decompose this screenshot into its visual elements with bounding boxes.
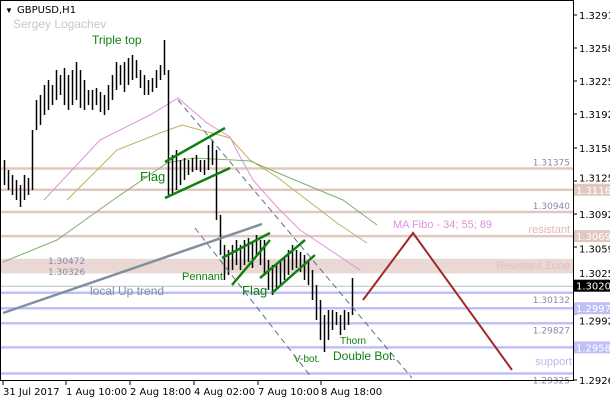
y-axis: 1.32910 1.32580 1.32250 1.31920 1.31580 1.312… — [573, 11, 610, 387]
annotation-thorn: Thorn — [340, 336, 366, 347]
y-tick-label: 1.30590 — [579, 245, 610, 256]
current-price-badge — [574, 279, 610, 292]
y-tick-label: 1.30920 — [579, 210, 610, 221]
axis-price-badges: 1.31162 1.30699 1.29978 1.29586 1.30203 — [574, 183, 610, 354]
y-tick-label: 1.29260 — [579, 376, 610, 387]
level-label: 1.31375 — [533, 159, 570, 169]
resistant-zone — [1, 258, 573, 274]
flag1-lower-line[interactable] — [164, 166, 231, 200]
price-badge-label: 1.29978 — [576, 304, 610, 315]
x-tick-label: 1 Aug 10:00 — [66, 387, 127, 398]
forecast-line[interactable] — [362, 231, 513, 371]
annotation-flag-2: Flag — [242, 283, 267, 298]
moving-average-line — [2, 157, 378, 263]
x-tick-label: 2 Aug 18:00 — [130, 387, 191, 398]
resistant-label: resistant — [528, 224, 570, 236]
y-tick-label: 1.32910 — [579, 11, 610, 22]
price-levels: 1.31375 1.30940 1.30132 1.29827 1.29325 — [1, 159, 573, 387]
flag2-upper-line[interactable] — [259, 239, 306, 279]
price-bars — [3, 40, 354, 352]
channel-lower-line[interactable] — [194, 227, 313, 379]
resistant-zone-label: Resistant Zone — [496, 260, 570, 272]
annotation-pennant: Pennant — [182, 271, 223, 283]
dropdown-arrow-icon[interactable]: ▼ — [5, 6, 13, 15]
flag1-upper-line[interactable] — [164, 126, 226, 164]
price-badge — [574, 183, 610, 196]
support-label: support — [535, 356, 572, 368]
y-tick-label: 1.31920 — [579, 110, 610, 121]
local-up-trend-line[interactable] — [2, 222, 263, 315]
annotation-double-bottom: Double Bot. — [333, 349, 396, 363]
price-badge — [574, 230, 610, 243]
price-badge-label: 1.31162 — [576, 186, 610, 197]
y-tick-label: 1.31580 — [579, 144, 610, 155]
price-badge — [574, 302, 610, 315]
y-tick-label: 1.29920 — [579, 317, 610, 328]
level-label: 1.30132 — [533, 296, 570, 306]
level-label: 1.29827 — [533, 326, 570, 336]
current-price-label: 1.30203 — [576, 282, 610, 293]
moving-average-line — [66, 124, 368, 244]
x-axis: 31 Jul 2017 1 Aug 10:00 2 Aug 18:00 4 Aug 0… — [2, 380, 382, 398]
price-badge — [574, 341, 610, 354]
x-tick-label: 7 Aug 10:00 — [258, 387, 319, 398]
zone-bottom-label: 1.30326 — [48, 268, 85, 278]
drawn-lines — [2, 99, 513, 379]
level-label: 1.29325 — [533, 377, 570, 387]
x-tick-label: 8 Aug 18:00 — [321, 387, 382, 398]
level-label: 1.30940 — [533, 202, 570, 212]
annotation-local-up-trend: local Up trend — [90, 284, 164, 298]
annotation-flag: Flag — [140, 169, 165, 184]
y-tick-label: 1.32250 — [579, 77, 610, 88]
moving-average-line — [43, 97, 361, 271]
author-label: Sergey Logachev — [13, 17, 106, 31]
annotation-v-bottom: V-bot. — [294, 354, 320, 365]
x-tick-label: 31 Jul 2017 — [3, 387, 60, 398]
annotation-ma-fibo: MA Fibo - 34; 55; 89 — [393, 219, 492, 231]
flag2-lower-line[interactable] — [271, 254, 316, 294]
zone-top-label: 1.30472 — [48, 257, 85, 267]
x-tick-label: 4 Aug 02:00 — [194, 387, 255, 398]
pennant-lower-line[interactable] — [231, 239, 271, 286]
symbol-title: GBPUSD,H1 — [17, 5, 76, 16]
channel-upper-line[interactable] — [177, 99, 413, 379]
y-tick-label: 1.32580 — [579, 44, 610, 55]
pennant-upper-line[interactable] — [221, 231, 271, 260]
price-badge-label: 1.30699 — [576, 232, 610, 243]
annotation-triple-top: Triple top — [92, 33, 142, 47]
y-tick-label: 1.31250 — [579, 173, 610, 184]
price-badge-label: 1.29586 — [576, 343, 610, 354]
moving-averages — [2, 97, 378, 271]
y-tick-label: 1.30250 — [579, 269, 610, 280]
